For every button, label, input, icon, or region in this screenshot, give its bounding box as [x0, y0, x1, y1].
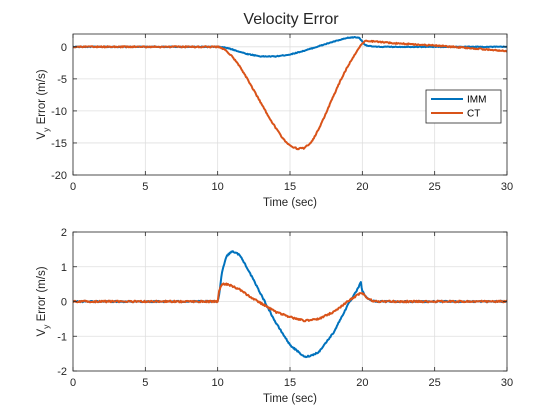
- y-tick-label: -20: [51, 170, 67, 182]
- y-tick-label: -15: [51, 138, 67, 150]
- x-tick-label: 25: [429, 181, 441, 193]
- legend-label-imm: IMM: [467, 95, 486, 106]
- x-tick-label: 30: [501, 377, 513, 389]
- x-tick-label: 30: [501, 181, 513, 193]
- y-tick-label: 0: [61, 42, 67, 54]
- x-tick-label: 20: [356, 181, 368, 193]
- x-tick-label: 20: [356, 377, 368, 389]
- y-tick-label: 1: [61, 262, 67, 274]
- y-tick-label: 2: [61, 227, 67, 239]
- x-axis-label: Time (sec): [263, 197, 317, 209]
- legend-box: [425, 89, 502, 124]
- chart-title: Velocity Error: [243, 11, 339, 28]
- x-tick-label: 0: [70, 377, 76, 389]
- x-tick-label: 15: [284, 377, 296, 389]
- x-tick-label: 5: [142, 181, 148, 193]
- top-velocity-error-axes: 0 5 10 15 20 25 30 -20 -15 -10 -5 0 Time (sec) Vy Err…: [36, 33, 513, 209]
- y-tick-label: -2: [57, 366, 67, 378]
- x-tick-label: 15: [284, 181, 296, 193]
- x-tick-label: 5: [142, 377, 148, 389]
- series-line-ct: [73, 39, 507, 151]
- series-line-ct: [73, 282, 507, 323]
- x-tick-label: 0: [70, 181, 76, 193]
- x-tick-label: 25: [429, 377, 441, 389]
- y-axis-label: Vy Error (m/s): [36, 266, 51, 336]
- y-tick-label: -5: [57, 74, 67, 86]
- y-tick-label: -10: [51, 106, 67, 118]
- legend-label-ct: CT: [467, 109, 480, 120]
- y-axis-label: Vy Error (m/s): [36, 69, 51, 139]
- x-tick-label: 10: [212, 181, 224, 193]
- y-tick-label: -1: [57, 331, 67, 343]
- bottom-velocity-error-axes: 0 5 10 15 20 25 30 -2 -1 0 1 2 Time (sec) Vy Error (m…: [36, 227, 513, 405]
- x-tick-label: 10: [212, 377, 224, 389]
- x-axis-label: Time (sec): [263, 393, 317, 405]
- y-tick-label: 0: [61, 297, 67, 309]
